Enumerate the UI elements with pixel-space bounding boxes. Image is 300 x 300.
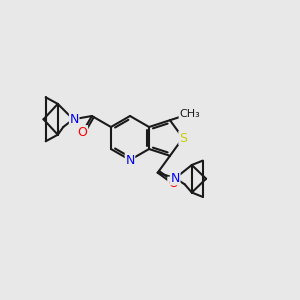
Text: N: N	[125, 154, 135, 166]
Text: O: O	[168, 177, 178, 190]
Text: N: N	[70, 113, 79, 126]
Text: CH₃: CH₃	[179, 109, 200, 119]
Text: O: O	[78, 126, 88, 139]
Text: N: N	[171, 172, 180, 185]
Text: S: S	[179, 131, 187, 145]
